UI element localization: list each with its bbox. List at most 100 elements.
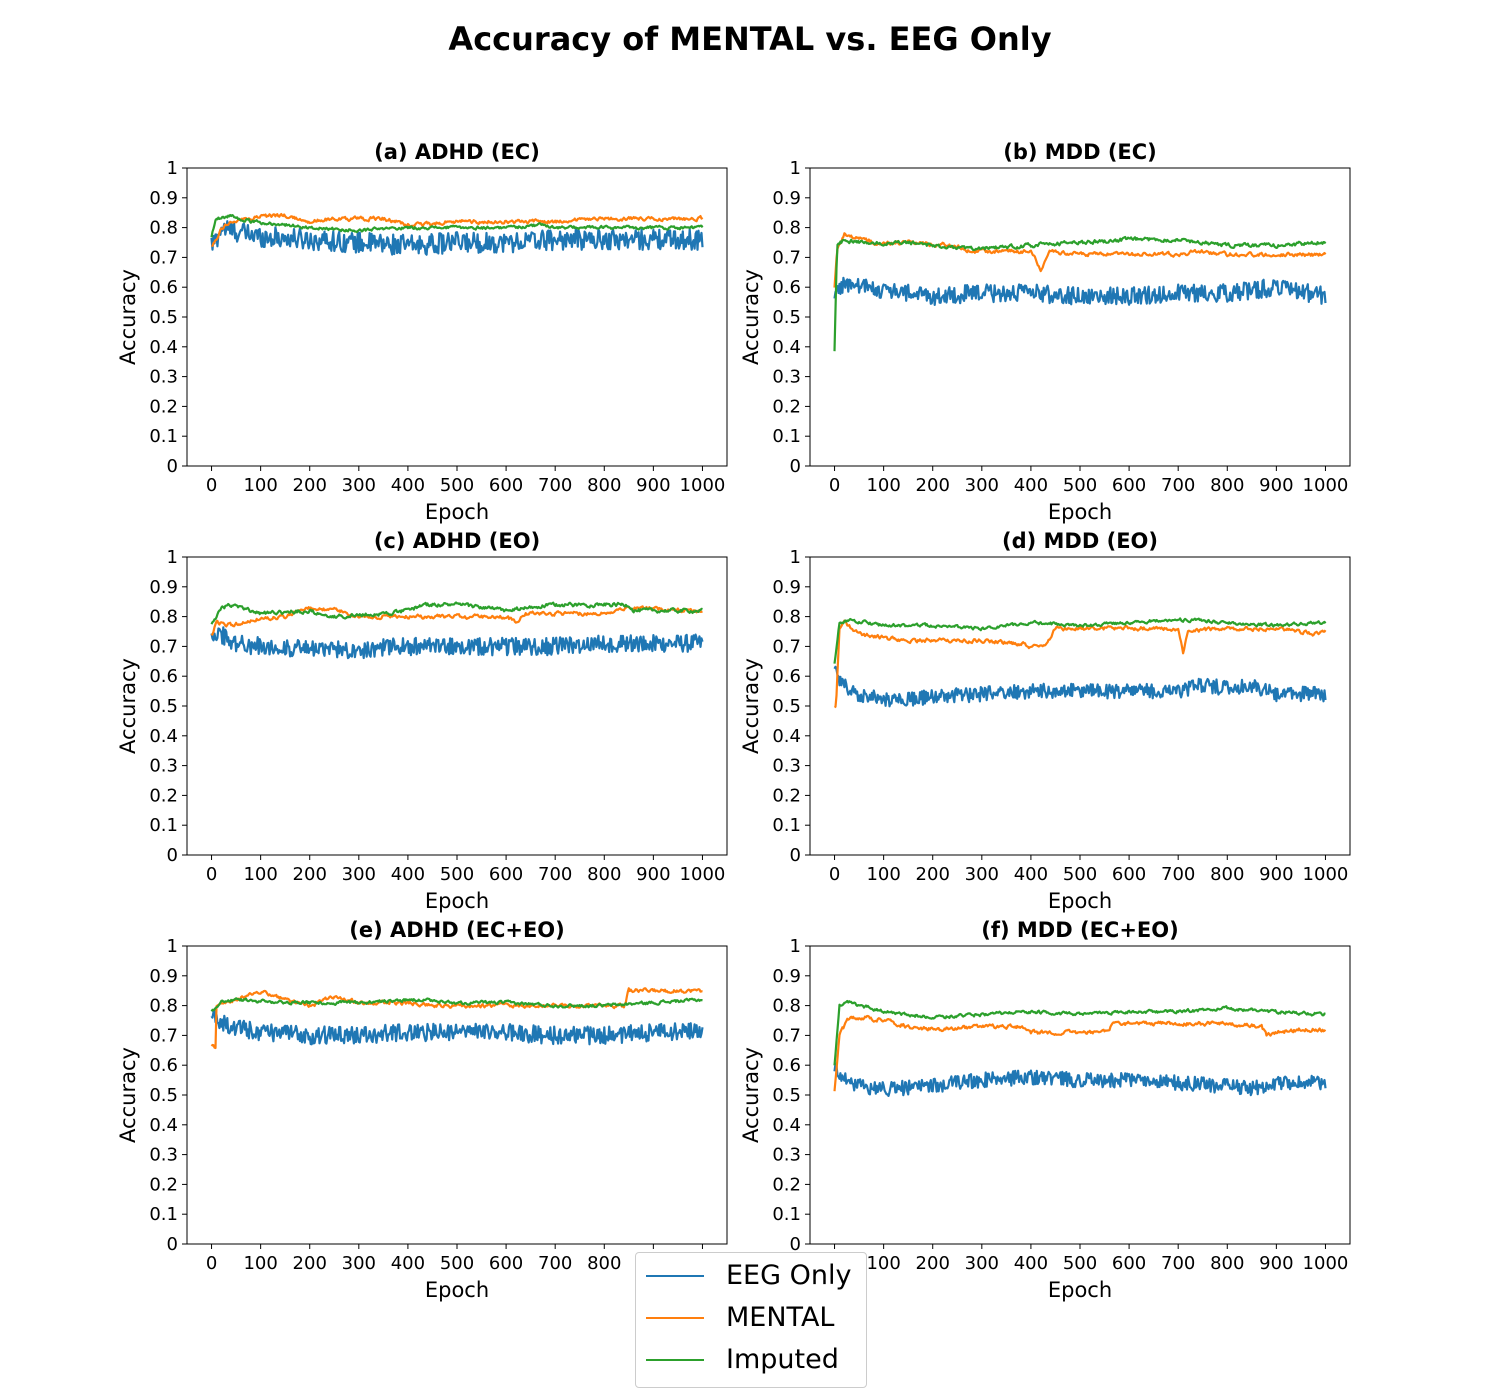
series-line-imputed bbox=[210, 213, 704, 238]
y-axis-label: Accuracy bbox=[739, 269, 763, 365]
x-tick-label: 400 bbox=[1014, 475, 1048, 496]
x-axis-label: Epoch bbox=[1048, 889, 1112, 913]
x-tick-label: 900 bbox=[1259, 864, 1293, 885]
y-tick-label: 0.6 bbox=[149, 277, 178, 298]
x-tick-label: 300 bbox=[342, 864, 376, 885]
series-line-imputed bbox=[833, 999, 1326, 1066]
figure-title: Accuracy of MENTAL vs. EEG Only bbox=[448, 20, 1052, 58]
x-tick-label: 0 bbox=[206, 864, 217, 885]
x-tick-label: 500 bbox=[440, 864, 474, 885]
axes-frame bbox=[186, 167, 728, 467]
y-tick-label: 0.5 bbox=[149, 1085, 178, 1106]
y-tick-label: 0.8 bbox=[772, 607, 801, 628]
y-tick-label: 0.5 bbox=[149, 307, 178, 328]
x-tick-label: 800 bbox=[1210, 1253, 1244, 1274]
x-tick-label: 300 bbox=[965, 1253, 999, 1274]
y-tick-label: 0.1 bbox=[149, 426, 178, 447]
y-tick-label: 1 bbox=[167, 547, 178, 568]
y-tick-label: 0.3 bbox=[772, 367, 801, 388]
x-axis-label: Epoch bbox=[425, 889, 489, 913]
x-tick-label: 200 bbox=[916, 864, 950, 885]
y-tick-label: 0.3 bbox=[772, 756, 801, 777]
y-tick-label: 0.1 bbox=[772, 426, 801, 447]
legend-label-eeg-only: EEG Only bbox=[726, 1260, 852, 1291]
x-axis-label: Epoch bbox=[1048, 1278, 1112, 1302]
y-axis-label: Accuracy bbox=[116, 269, 140, 365]
y-tick-label: 0.3 bbox=[772, 1145, 801, 1166]
x-axis-label: Epoch bbox=[1048, 500, 1112, 524]
y-tick-label: 1 bbox=[790, 547, 801, 568]
series-line-eeg-only bbox=[210, 1008, 704, 1046]
subplot-a: 0 100 200 300 400 500 600 700 800 900 1000 0 0.1 0.2 0… bbox=[116, 140, 728, 524]
series-line-eeg-only bbox=[833, 1062, 1327, 1097]
y-tick-label: 0.5 bbox=[772, 696, 801, 717]
x-tick-label: 900 bbox=[1259, 1253, 1293, 1274]
series-line-mental bbox=[833, 619, 1327, 709]
series-line-eeg-only bbox=[210, 626, 704, 660]
x-tick-label: 1000 bbox=[1303, 475, 1349, 496]
x-tick-label: 200 bbox=[293, 864, 327, 885]
y-tick-label: 0.7 bbox=[772, 247, 801, 268]
legend-label-imputed: Imputed bbox=[726, 1344, 839, 1375]
x-tick-label: 500 bbox=[440, 1253, 474, 1274]
y-tick-label: 0.3 bbox=[149, 367, 178, 388]
y-tick-label: 0.6 bbox=[772, 666, 801, 687]
y-tick-label: 1 bbox=[167, 936, 178, 957]
axes-frame bbox=[809, 556, 1351, 856]
y-tick-label: 0.2 bbox=[772, 785, 801, 806]
x-tick-label: 900 bbox=[636, 475, 670, 496]
x-tick-label: 300 bbox=[342, 1253, 376, 1274]
x-tick-label: 200 bbox=[293, 1253, 327, 1274]
series-line-eeg-only bbox=[833, 276, 1327, 306]
x-tick-label: 800 bbox=[1210, 475, 1244, 496]
y-tick-label: 0.3 bbox=[149, 756, 178, 777]
series-line-imputed bbox=[210, 601, 703, 625]
axes-frame bbox=[809, 167, 1351, 467]
x-tick-label: 700 bbox=[538, 475, 572, 496]
subplot-title: (e) ADHD (EC+EO) bbox=[349, 918, 565, 942]
series-line-imputed bbox=[833, 617, 1327, 664]
x-axis-label: Epoch bbox=[425, 500, 489, 524]
y-tick-label: 0.4 bbox=[149, 337, 178, 358]
y-tick-label: 1 bbox=[790, 158, 801, 179]
x-tick-label: 1000 bbox=[1303, 864, 1349, 885]
x-tick-label: 600 bbox=[1112, 864, 1146, 885]
y-tick-label: 0 bbox=[790, 845, 801, 866]
subplot-title: (a) ADHD (EC) bbox=[374, 140, 540, 164]
subplot-c: 0 100 200 300 400 500 600 700 800 900 1000 0 0.1 0.2 0… bbox=[116, 529, 728, 913]
x-tick-label: 500 bbox=[440, 475, 474, 496]
series-line-mental bbox=[833, 1014, 1327, 1092]
x-tick-label: 400 bbox=[1014, 864, 1048, 885]
series-line-eeg-only bbox=[833, 665, 1327, 708]
y-tick-label: 0.4 bbox=[149, 1115, 178, 1136]
subplot-f: 0100200300400500600700800900100000.10.20… bbox=[739, 918, 1351, 1302]
y-tick-label: 0 bbox=[167, 1234, 178, 1255]
subplot-title: (d) MDD (EO) bbox=[1002, 529, 1158, 553]
y-tick-label: 0.4 bbox=[772, 726, 801, 747]
x-tick-label: 0 bbox=[829, 475, 840, 496]
y-tick-label: 0.2 bbox=[149, 1174, 178, 1195]
y-tick-label: 0.2 bbox=[149, 785, 178, 806]
y-tick-label: 0.8 bbox=[772, 218, 801, 239]
x-tick-label: 1000 bbox=[680, 475, 726, 496]
x-tick-label: 700 bbox=[538, 864, 572, 885]
x-tick-label: 600 bbox=[1112, 475, 1146, 496]
x-tick-label: 400 bbox=[391, 864, 425, 885]
y-tick-label: 0.4 bbox=[149, 726, 178, 747]
y-tick-label: 0.9 bbox=[772, 966, 801, 987]
y-tick-label: 0.7 bbox=[149, 1025, 178, 1046]
y-tick-label: 0 bbox=[790, 456, 801, 477]
y-tick-label: 0.1 bbox=[772, 815, 801, 836]
x-tick-label: 500 bbox=[1063, 864, 1097, 885]
y-tick-label: 0.9 bbox=[149, 966, 178, 987]
y-tick-label: 0.5 bbox=[772, 307, 801, 328]
y-tick-label: 1 bbox=[167, 158, 178, 179]
legend-label-mental: MENTAL bbox=[726, 1302, 835, 1333]
y-tick-label: 0.8 bbox=[149, 996, 178, 1017]
y-tick-label: 0.8 bbox=[772, 996, 801, 1017]
y-tick-label: 0.1 bbox=[149, 1204, 178, 1225]
x-tick-label: 400 bbox=[391, 1253, 425, 1274]
x-tick-label: 600 bbox=[489, 1253, 523, 1274]
x-tick-label: 300 bbox=[342, 475, 376, 496]
